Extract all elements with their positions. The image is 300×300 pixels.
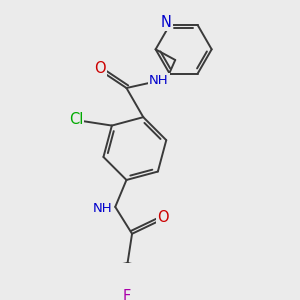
Text: O: O	[94, 61, 105, 76]
Text: Cl: Cl	[69, 112, 83, 128]
Text: NH: NH	[93, 202, 113, 214]
Text: N: N	[161, 15, 172, 30]
Text: F: F	[122, 289, 130, 300]
Text: NH: NH	[149, 74, 169, 87]
Text: O: O	[157, 210, 169, 225]
